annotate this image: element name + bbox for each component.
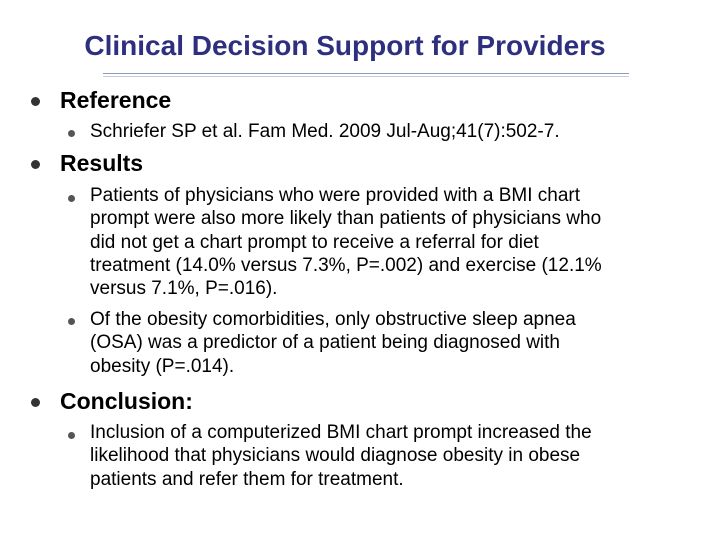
conclusion-item-bullet-icon (68, 432, 75, 439)
conclusion-item-line: likelihood that physicians would diagnos… (90, 445, 581, 467)
results-item-1-line: Patients of physicians who were provided… (90, 185, 581, 206)
conclusion-heading: Conclusion: (60, 388, 193, 414)
results-item-1-line: prompt were also more likely than patien… (90, 208, 602, 230)
results-item-2-line: obesity (P=.014). (90, 355, 235, 377)
reference-bullet-icon (31, 97, 40, 106)
results-item-2-bullet-icon (68, 318, 75, 325)
conclusion-bullet-icon (31, 398, 40, 407)
results-item-1: Patients of physicians who were provided… (90, 184, 602, 300)
slide-title: Clinical Decision Support for Providers (84, 30, 606, 61)
conclusion-item-line: patients and refer them for treatment. (90, 468, 404, 490)
conclusion-item-line: Inclusion of a computerized BMI chart pr… (90, 422, 592, 443)
reference-heading: Reference (60, 87, 172, 113)
results-item-1-bullet-icon (68, 195, 75, 202)
results-item-2: Of the obesity comorbidities, only obstr… (90, 308, 576, 378)
results-item-2-line: Of the obesity comorbidities, only obstr… (90, 309, 576, 330)
results-heading: Results (60, 150, 144, 176)
results-item-2-line: (OSA) was a predictor of a patient being… (90, 332, 560, 354)
results-item-1-line: versus 7.1%, P=.016). (90, 278, 278, 300)
conclusion-item: Inclusion of a computerized BMI chart pr… (90, 421, 592, 491)
title-divider-secondary (103, 76, 629, 77)
results-item-1-line: did not get a chart prompt to receive a … (90, 231, 539, 253)
reference-citation: Schriefer SP et al. Fam Med. 2009 Jul-Au… (90, 121, 560, 142)
reference-item-bullet-icon (68, 130, 75, 137)
title-divider (103, 73, 629, 74)
results-bullet-icon (31, 160, 40, 169)
results-item-1-line: treatment (14.0% versus 7.3%, P=.002) an… (90, 254, 602, 276)
